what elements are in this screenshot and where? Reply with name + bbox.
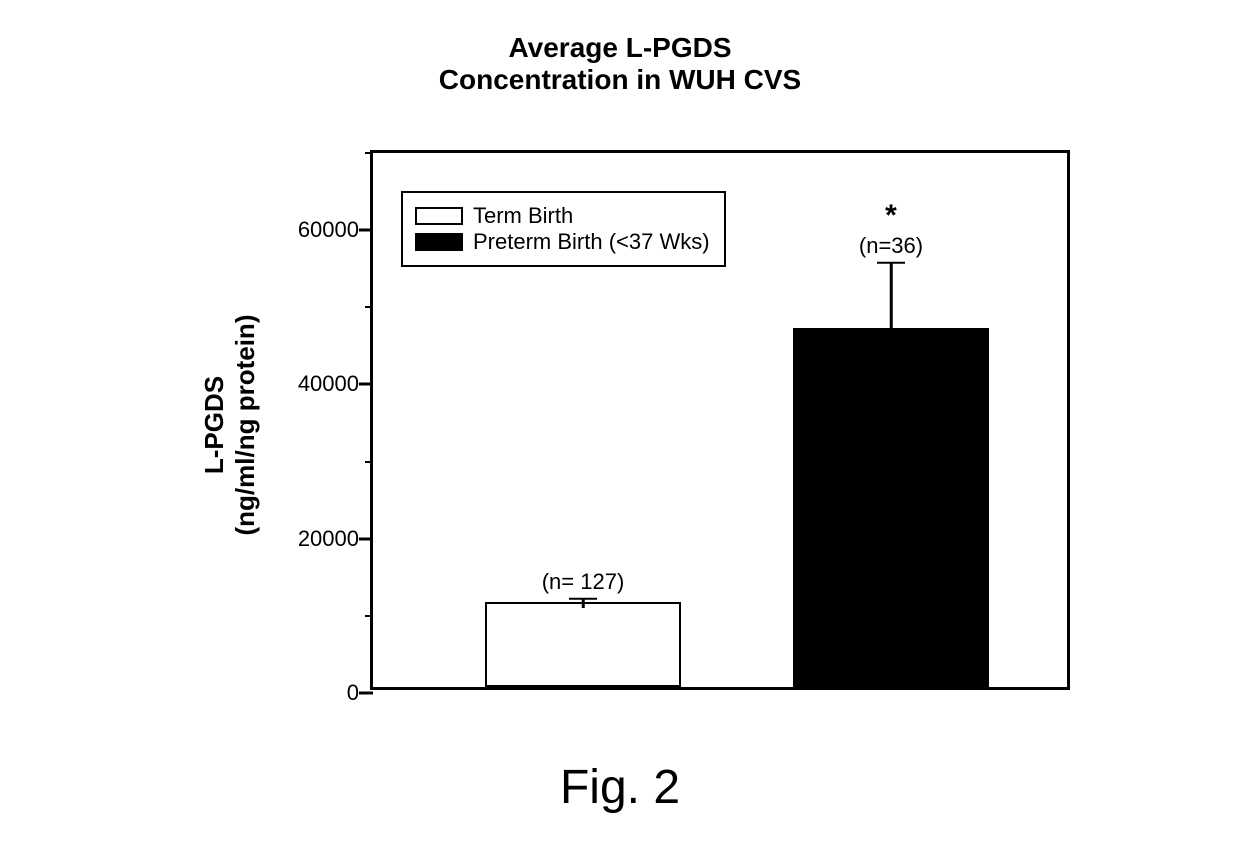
y-axis-label-line1: L-PGDS [199,315,230,536]
chart-title-line2: Concentration in WUH CVS [0,64,1240,96]
plot-area: 0200004000060000(n= 127)(n=36)*Term Birt… [370,150,1070,690]
y-tick-label: 20000 [298,526,373,552]
y-tick-minor [365,306,373,308]
y-tick-label: 60000 [298,217,373,243]
n-label-preterm: (n=36) [859,233,923,259]
bar-preterm [793,328,989,687]
error-bar-preterm [890,263,893,335]
y-axis-label-line2: (ng/ml/ng protein) [230,315,261,536]
n-label-term: (n= 127) [542,569,625,595]
error-cap-preterm [877,261,905,264]
legend-label: Term Birth [473,203,573,229]
bar-term [485,602,681,687]
y-tick-label: 0 [347,680,373,706]
y-tick-minor [365,461,373,463]
y-tick-label: 40000 [298,371,373,397]
error-cap-term [569,598,597,601]
legend-item: Preterm Birth (<37 Wks) [415,229,710,255]
y-tick-minor [365,152,373,154]
legend-swatch [415,207,463,225]
legend-item: Term Birth [415,203,710,229]
chart-title: Average L-PGDS Concentration in WUH CVS [0,32,1240,96]
legend-label: Preterm Birth (<37 Wks) [473,229,710,255]
chart-title-line1: Average L-PGDS [0,32,1240,64]
y-axis-label: L-PGDS (ng/ml/ng protein) [200,140,260,710]
legend: Term BirthPreterm Birth (<37 Wks) [401,191,726,267]
error-bar-term [582,599,585,608]
legend-swatch [415,233,463,251]
figure-caption: Fig. 2 [0,760,1240,815]
significance-marker-preterm: * [885,199,897,233]
y-tick-minor [365,615,373,617]
chart-area: L-PGDS (ng/ml/ng protein) 0 20000 40000 600… [140,140,1100,710]
